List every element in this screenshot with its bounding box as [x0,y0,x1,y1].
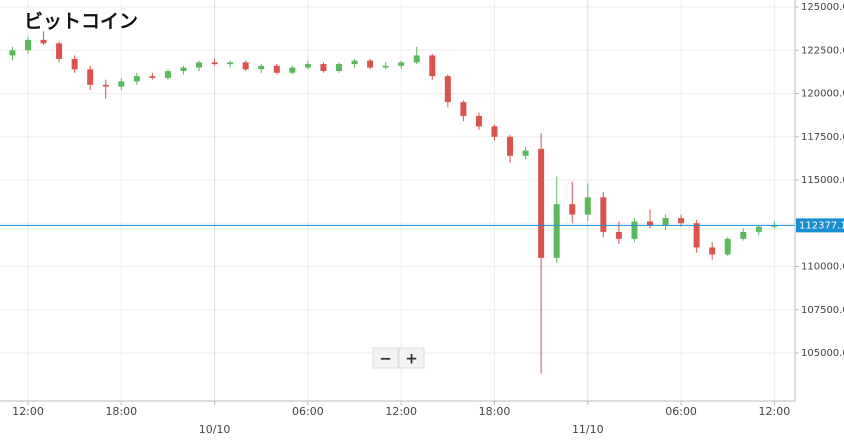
y-tick-label: 125000.0 [801,2,844,13]
candle-body [646,221,653,225]
candle-body [335,64,342,72]
candle-body [460,102,467,116]
candle-body [133,76,140,82]
x-date-label: 10/10 [199,423,231,436]
candle-body [164,71,171,78]
zoom-out-button[interactable]: − [372,347,399,369]
candle-body [740,231,747,239]
candles [9,31,778,374]
candle-body [491,126,498,137]
candle-body [258,65,265,70]
x-tick-label: 12:00 [12,405,44,418]
candle-body [382,65,389,68]
zoom-out-label[interactable]: − [379,350,392,368]
y-tick-label: 122500.0 [801,45,844,56]
candle-body [600,197,607,232]
candle-body [351,60,358,65]
y-tick-label: 105000.0 [801,348,844,359]
x-tick-label: 12:00 [759,405,791,418]
candle-body [40,39,47,44]
candle-body [709,247,716,255]
candle-body [569,204,576,215]
last-price-label: 112377.1 [799,220,844,231]
candle-body [429,55,436,77]
zoom-in-label[interactable]: + [405,350,418,368]
candle-body [304,64,311,68]
zoom-out-box[interactable] [372,347,399,369]
candle-body [71,58,78,70]
y-tick-label: 110000.0 [801,262,844,273]
y-tick-label: 107500.0 [801,305,844,316]
x-date-label: 11/10 [572,423,604,436]
last-price-box [796,218,844,233]
candle-body [149,76,156,78]
candle-body [273,65,280,73]
candle-body [724,238,731,255]
candle-body [320,64,327,72]
candle-body [196,62,203,68]
y-tick-label: 120000.0 [801,89,844,100]
y-tick-label: 117500.0 [801,132,844,143]
candle-body [631,221,638,239]
candle-body [693,223,700,248]
candle-body [118,81,125,87]
x-tick-label: 18:00 [479,405,511,418]
candle-body [289,67,296,73]
candle-body [367,60,374,68]
candle-body [771,225,778,227]
candle-body [662,218,669,225]
x-tick-label: 06:00 [665,405,697,418]
candle-body [242,62,249,70]
candle-body [56,43,63,59]
x-tick-label: 06:00 [292,405,324,418]
candle-body [180,67,187,72]
zoom-in-box[interactable] [398,347,425,369]
candle-body [211,62,218,65]
candle-body [24,39,31,51]
candle-body [413,55,420,63]
candle-body [87,69,94,85]
candle-body [615,231,622,239]
candle-body [507,136,514,156]
candle-body [538,148,545,258]
x-tick-label: 18:00 [105,405,137,418]
y-tick-label: 115000.0 [801,175,844,186]
candle-body [102,84,109,87]
candle-body [584,197,591,215]
candle-body [398,62,405,66]
candle-body [553,204,560,258]
candle-body [9,50,16,56]
chart-title: ビットコイン [24,11,138,33]
candle-body [522,150,529,156]
candle-body [755,226,762,232]
grid [0,0,795,401]
candle-body [475,115,482,127]
candle-body [227,62,234,65]
zoom-in-button[interactable]: + [398,347,425,369]
candle-body [444,76,451,103]
x-tick-label: 12:00 [385,405,417,418]
candle-body [678,218,685,224]
